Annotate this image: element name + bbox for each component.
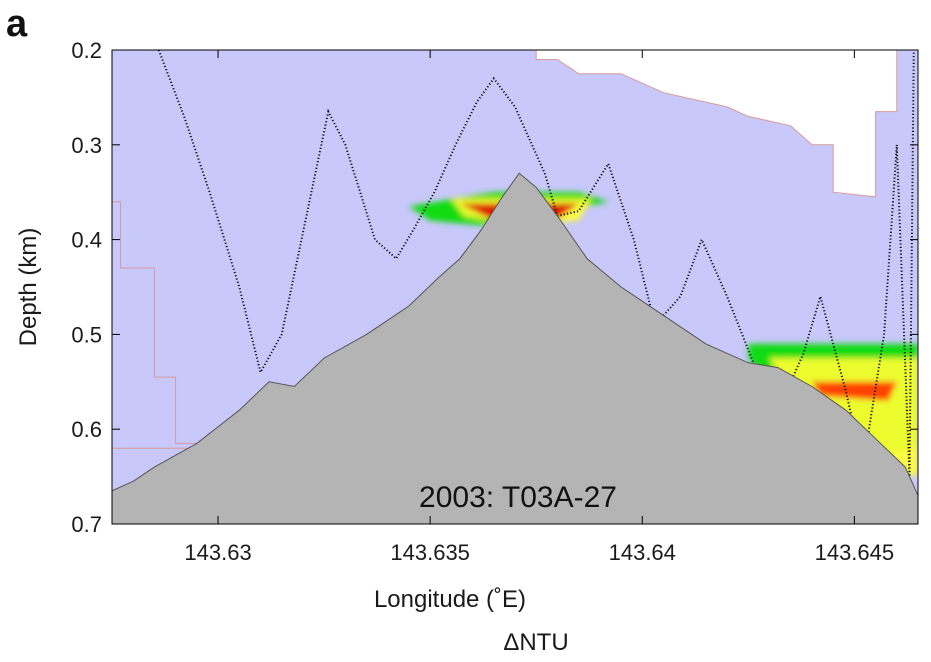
y-tick-label: 0.6 xyxy=(71,417,102,442)
turbidity-plume-6 xyxy=(811,381,897,401)
seafloor-bathymetry xyxy=(112,172,918,524)
plot-area xyxy=(112,50,918,524)
plot-frame xyxy=(111,49,919,525)
colorbar-label: ΔNTU xyxy=(503,629,568,656)
y-tick-label: 0.7 xyxy=(71,512,102,537)
x-tick-label: 143.645 xyxy=(815,540,895,565)
y-tick-label: 0.4 xyxy=(71,228,102,253)
x-tick-label: 143.64 xyxy=(609,540,676,565)
x-tick-label: 143.635 xyxy=(390,540,470,565)
panel-label: a xyxy=(6,3,28,45)
y-tick-label: 0.5 xyxy=(71,322,102,347)
y-tick-label: 0.3 xyxy=(71,133,102,158)
x-tick-label: 143.63 xyxy=(184,540,251,565)
y-tick-label: 0.2 xyxy=(71,38,102,63)
x-axis-title: Longitude (˚E) xyxy=(374,586,526,613)
y-axis-title: Depth (km) xyxy=(15,228,42,347)
cruise-annotation: 2003: T03A-27 xyxy=(419,481,617,514)
y-axis: 0.2 0.3 0.4 0.5 0.6 0.7 xyxy=(71,38,918,537)
x-axis: 143.63 143.635 143.64 143.645 xyxy=(184,50,894,565)
